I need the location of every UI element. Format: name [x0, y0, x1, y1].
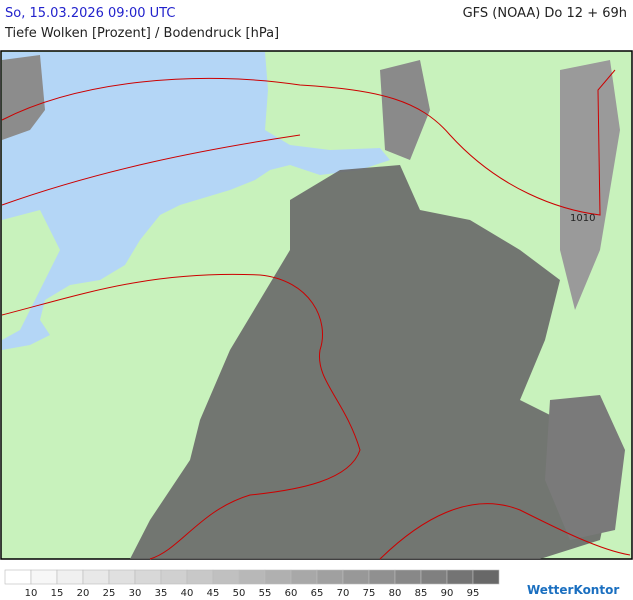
britain: [2, 210, 60, 340]
legend-swatch: [108, 569, 136, 585]
legend-label: 15: [51, 588, 64, 598]
legend-swatch: [4, 569, 32, 585]
legend-swatch: [394, 569, 422, 585]
cloud-area: [130, 165, 615, 559]
legend-swatch: [472, 569, 500, 585]
isobar: [1, 69, 616, 216]
legend-label: 80: [389, 588, 402, 598]
legend-swatch: [30, 569, 58, 585]
legend-label: 40: [181, 588, 194, 598]
legend-label: 35: [155, 588, 168, 598]
legend-label: 55: [259, 588, 272, 598]
parameter-title: Tiefe Wolken [Prozent] / Bodendruck [hPa…: [5, 26, 280, 41]
legend-swatch: [82, 569, 110, 585]
legend-label: 60: [285, 588, 298, 598]
isobar: [1, 273, 361, 560]
legend-label: 90: [441, 588, 454, 598]
valid-time: So, 15.03.2026 09:00 UTC: [5, 6, 176, 21]
legend-swatch: [160, 569, 188, 585]
legend-label: 45: [207, 588, 220, 598]
legend-label: 70: [337, 588, 350, 598]
legend-label: 50: [233, 588, 246, 598]
model-run: GFS (NOAA) Do 12 + 69h: [462, 6, 627, 21]
cloud-area: [545, 395, 625, 540]
legend-swatch: [186, 569, 214, 585]
logo: WetterKontor: [527, 583, 620, 597]
legend-swatch: [264, 569, 292, 585]
legend-swatch: [342, 569, 370, 585]
legend-label: 95: [467, 588, 480, 598]
legend-label: 65: [311, 588, 324, 598]
legend-swatch: [238, 569, 266, 585]
sea: [2, 52, 390, 350]
isobar: [1, 134, 301, 206]
legend-swatch: [56, 569, 84, 585]
legend-swatch: [212, 569, 240, 585]
legend-swatch: [290, 569, 318, 585]
isobar-label: 1010: [570, 213, 595, 224]
cloud-area: [2, 55, 45, 140]
legend-swatch: [420, 569, 448, 585]
legend-label: 10: [25, 588, 38, 598]
legend-label: 25: [103, 588, 116, 598]
legend-label: 75: [363, 588, 376, 598]
cloud-area: [380, 60, 430, 160]
cloud-area: [560, 60, 620, 310]
legend-swatch: [316, 569, 344, 585]
legend: 10 15 20 25 30 35 40 45 50 55 60 65 70 75 80 85 90 95: [4, 569, 500, 598]
legend-label: 85: [415, 588, 428, 598]
legend-label: 20: [77, 588, 90, 598]
legend-swatch: [446, 569, 474, 585]
isobar: [379, 503, 631, 560]
legend-swatch: [134, 569, 162, 585]
legend-swatch: [368, 569, 396, 585]
map: 1010: [0, 50, 633, 560]
legend-label: 30: [129, 588, 142, 598]
